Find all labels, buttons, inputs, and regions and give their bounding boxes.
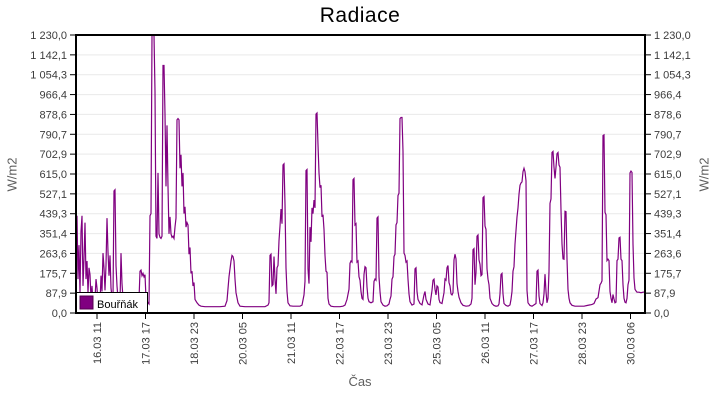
y-tick-label-right: 175,7 [654,268,682,280]
y-tick-label-right: 0,0 [654,308,669,320]
x-tick-label: 23.03 23 [383,322,395,365]
y-tick-label-left: 702,9 [39,149,67,161]
chart-title: Radiace [319,4,401,27]
y-tick-label-right: 615,0 [654,169,682,181]
x-tick-label: 30.03 06 [626,322,638,365]
y-tick-label-left: 1 230,0 [30,30,67,42]
y-tick-label-right: 351,4 [654,229,682,241]
y-tick-label-right: 1 054,3 [654,70,691,82]
y-tick-label-right: 439,3 [654,209,682,221]
y-tick-label-left: 527,1 [39,189,67,201]
series-line [75,34,646,308]
y-tick-label-right: 1 230,0 [654,30,691,42]
legend-box [76,292,148,313]
y-tick-label-right: 87,9 [654,288,675,300]
x-tick-label: 17.03 17 [141,322,153,365]
x-tick-label: 16.03 11 [92,322,104,364]
x-tick-label: 18.03 23 [189,322,201,365]
x-tick-label: 27.03 17 [529,322,541,365]
legend-label: Bouřňák [97,299,138,311]
legend-marker [79,295,94,310]
x-tick-label: 21.03 11 [286,322,298,364]
y-axis-label-right: W/m2 [696,157,712,191]
y-tick-label-left: 1 142,1 [30,50,67,62]
y-tick-label-left: 263,6 [39,248,67,260]
y-axis-label-left: W/m2 [4,157,20,191]
y-tick-label-left: 615,0 [39,169,67,181]
y-tick-label-left: 790,7 [39,129,67,141]
x-tick-label: 28.03 23 [577,322,589,365]
y-tick-label-right: 1 142,1 [654,50,691,62]
y-tick-label-left: 439,3 [39,209,67,221]
y-tick-label-right: 702,9 [654,149,682,161]
y-tick-label-left: 878,6 [39,109,67,121]
x-axis-label: Čas [348,374,372,389]
y-tick-label-right: 966,4 [654,90,682,102]
plot-border [75,34,646,314]
x-tick-label: 26.03 11 [480,322,492,364]
y-tick-label-left: 87,9 [46,288,67,300]
y-tick-label-right: 527,1 [654,189,682,201]
x-tick-label: 25.03 05 [432,322,444,365]
x-tick-label: 20.03 05 [238,322,250,365]
y-axis-label-right-wrap: W/m2 [692,0,716,348]
y-tick-label-right: 878,6 [654,109,682,121]
y-tick-label-right: 263,6 [654,248,682,260]
y-tick-label-left: 175,7 [39,268,67,280]
y-axis-label-left-wrap: W/m2 [0,0,24,348]
x-tick-label: 22.03 17 [335,322,347,365]
y-tick-label-left: 1 054,3 [30,70,67,82]
y-tick-label-right: 790,7 [654,129,682,141]
y-tick-label-left: 351,4 [39,229,67,241]
y-tick-label-left: 0,0 [52,308,67,320]
y-tick-label-left: 966,4 [39,90,67,102]
